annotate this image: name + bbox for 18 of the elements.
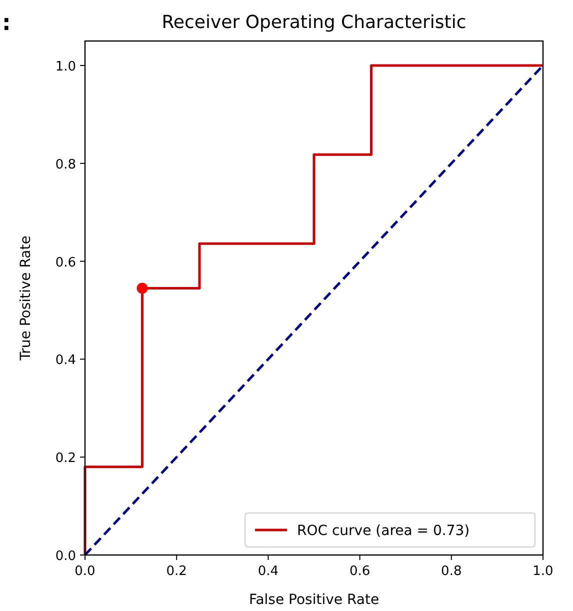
- text: :: [2, 11, 11, 36]
- chart-title: Receiver Operating Characteristic: [162, 12, 466, 33]
- legend-label: ROC curve (area = 0.73): [297, 523, 470, 539]
- x-tick-label: 0.6: [349, 564, 370, 579]
- x-tick-label: 0.0: [74, 564, 96, 579]
- y-tick-label: 0.0: [55, 549, 76, 564]
- x-tick-label: 1.0: [532, 564, 554, 579]
- x-tick-label: 0.2: [166, 564, 187, 579]
- x-axis-title: False Positive Rate: [248, 592, 380, 608]
- y-tick-label: 1.0: [55, 59, 76, 74]
- y-axis-title: True Positive Rate: [18, 236, 34, 362]
- y-tick-label: 0.2: [55, 451, 76, 466]
- y-tick-label: 0.6: [55, 255, 76, 270]
- line-series: [84, 64, 544, 556]
- y-tick-label: 0.8: [55, 157, 76, 172]
- x-tick-label: 0.8: [441, 564, 462, 579]
- y-tick-label: 0.4: [55, 353, 76, 368]
- x-tick-label: 0.4: [258, 564, 279, 579]
